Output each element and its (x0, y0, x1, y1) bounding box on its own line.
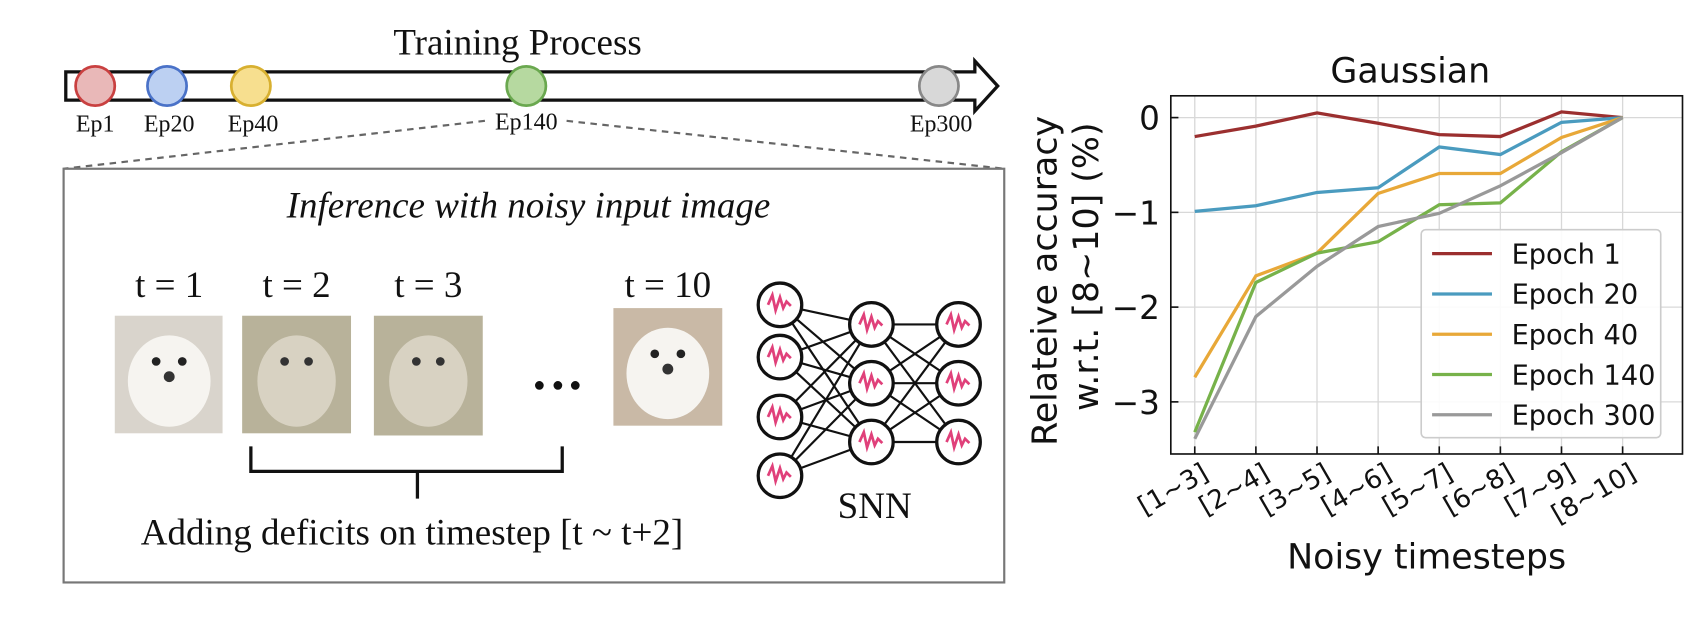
eye (435, 357, 445, 366)
neuron (756, 393, 804, 441)
legend-label: Epoch 300 (1512, 401, 1656, 432)
box-title: Inference with noisy input image (286, 186, 771, 227)
legend-label: Epoch 20 (1512, 280, 1639, 311)
spike (858, 310, 884, 336)
legend-label: Epoch 140 (1512, 360, 1656, 391)
x-tick-label: [6~8] (1439, 458, 1519, 522)
spike (945, 310, 971, 336)
eye (676, 349, 686, 359)
series-line (1193, 116, 1624, 379)
epoch-label: Ep1 (76, 112, 115, 138)
spike (766, 402, 792, 428)
neuron (935, 359, 982, 407)
spike (766, 342, 792, 368)
eye (280, 357, 289, 366)
epoch-dot (917, 65, 960, 107)
chart-title: Gaussian (1330, 52, 1490, 92)
neuron (848, 359, 895, 407)
spike (945, 369, 971, 394)
eye (177, 357, 187, 366)
epoch-label: Ep140 (495, 110, 558, 136)
x-tick-label: [1~3] (1133, 458, 1213, 522)
neuron (756, 333, 804, 381)
eye (411, 357, 421, 366)
epoch-dot (74, 65, 117, 107)
epoch-label: Ep20 (144, 112, 195, 138)
x-tick-label: [5~7] (1378, 458, 1458, 522)
chart: 0−1−2−3[1~3][2~4][3~5][4~6][5~7][6~8][7~… (1025, 52, 1684, 577)
dog (389, 335, 468, 427)
synapse (779, 323, 873, 477)
legend-label: Epoch 40 (1512, 320, 1639, 351)
ellipsis-dot (553, 381, 563, 390)
noisy-image (373, 315, 483, 436)
series-line (1194, 115, 1623, 214)
neuron (935, 418, 982, 466)
series-line (1193, 116, 1624, 433)
neuron (756, 281, 804, 329)
caption: Adding deficits on timestep [t ~ t+2] (141, 512, 683, 553)
plot-frame (1169, 94, 1684, 455)
neuron (756, 452, 804, 500)
timeline: Training Process Ep1 Ep20 Ep40 Ep140 Ep3… (63, 22, 1005, 170)
epoch-label: Ep40 (228, 112, 279, 138)
eye (650, 349, 660, 359)
spike (945, 427, 971, 453)
epoch-dot (229, 65, 272, 107)
y-tick-label: −3 (1112, 384, 1160, 422)
y-axis-label: Relateive accuracy (1025, 116, 1065, 446)
eye (304, 357, 313, 366)
y-tick-label: −1 (1112, 194, 1160, 232)
spike (858, 427, 884, 453)
inference-box: Inference with noisy input image t = 1 t… (62, 167, 1006, 584)
neuron (935, 301, 982, 348)
synapse (870, 323, 960, 443)
y-axis-label: w.r.t. [8~10] (%) (1067, 122, 1107, 411)
synapse (779, 304, 873, 443)
spike (766, 461, 792, 487)
timestep-label: t = 3 (394, 265, 462, 306)
y-tick-label: 0 (1139, 100, 1160, 138)
nose (662, 363, 674, 375)
legend-box (1420, 228, 1662, 439)
zoom-line (63, 119, 486, 170)
bracket (249, 446, 564, 499)
x-tick-label: [4~6] (1316, 458, 1396, 522)
series-line (1193, 116, 1624, 440)
ellipsis-dot (535, 381, 544, 390)
series-line (1194, 110, 1623, 139)
snn-label: SNN (838, 486, 912, 527)
dog-image (613, 308, 723, 426)
ellipsis-dot (570, 381, 580, 390)
spike (858, 369, 884, 394)
nose (163, 371, 175, 383)
timestep-label: t = 1 (135, 265, 203, 306)
epoch-dot (146, 65, 188, 107)
dog-image (114, 315, 223, 434)
zoom-line (566, 119, 1005, 170)
eye (151, 357, 161, 366)
neuron (848, 301, 895, 348)
timestep-label: t = 10 (625, 265, 712, 306)
neuron (848, 418, 895, 466)
noisy-image (242, 315, 352, 434)
epoch-label: Ep300 (910, 112, 973, 138)
timestep-label: t = 2 (263, 265, 331, 306)
x-axis-label: Noisy timesteps (1287, 537, 1566, 577)
dog (257, 335, 336, 427)
x-tick-label: [2~4] (1194, 458, 1274, 522)
epoch-dot (505, 65, 548, 107)
y-tick-label: −2 (1112, 289, 1160, 327)
timeline-title: Training Process (393, 22, 641, 63)
x-tick-label: [3~5] (1255, 458, 1335, 522)
snn (756, 281, 982, 500)
spike (766, 290, 792, 316)
legend-label: Epoch 1 (1512, 239, 1621, 270)
